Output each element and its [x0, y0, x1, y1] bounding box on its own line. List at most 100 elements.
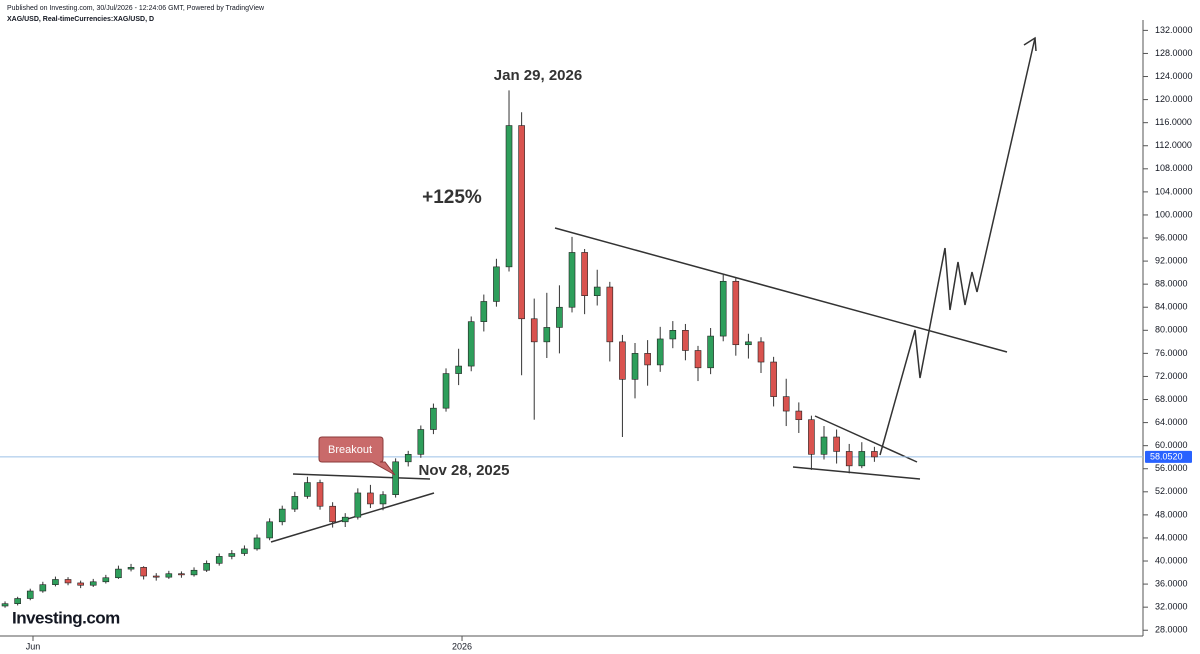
- candle-body: [392, 461, 399, 495]
- candle-body: [228, 553, 236, 557]
- candle-body: [14, 598, 21, 605]
- candle-body: [278, 508, 286, 523]
- candle-body: [39, 584, 47, 592]
- x-tick-label: 2026: [452, 641, 472, 651]
- candle-body: [493, 266, 500, 302]
- y-tick-label: 120.0000: [1155, 94, 1193, 104]
- candle-body: [52, 579, 59, 585]
- y-tick-label: 100.0000: [1155, 209, 1193, 219]
- candle-body: [530, 318, 538, 343]
- y-tick-label: 32.0000: [1155, 602, 1188, 612]
- candle-body: [140, 567, 147, 577]
- drawings: [270, 36, 1037, 543]
- trend-line: [814, 415, 918, 463]
- y-tick-label: 112.0000: [1155, 140, 1192, 150]
- published-note: Published on Investing.com, 30/Jul/2026 …: [7, 5, 265, 12]
- candle-body: [543, 327, 551, 343]
- y-tick-label: 40.0000: [1155, 555, 1188, 565]
- y-tick-label: 128.0000: [1155, 48, 1193, 58]
- candle-body: [656, 338, 664, 366]
- y-tick-label: 96.0000: [1155, 232, 1188, 242]
- candle-body: [417, 429, 425, 455]
- breakout-label: Breakout: [328, 444, 372, 456]
- candle-body: [127, 567, 135, 570]
- y-tick-label: 48.0000: [1155, 509, 1188, 519]
- y-tick-label: 76.0000: [1155, 348, 1188, 358]
- y-tick-label: 124.0000: [1155, 71, 1193, 81]
- candle-body: [1, 603, 9, 607]
- annotations: Jan 29, 2026 +125% Breakout Nov 28, 2025: [318, 67, 582, 479]
- candle-body: [606, 286, 614, 343]
- candle-body: [757, 341, 765, 363]
- y-tick-label: 84.0000: [1155, 302, 1188, 312]
- last-price-label: 58.0520: [1150, 451, 1183, 461]
- candle-body: [707, 335, 714, 369]
- candle-body: [682, 330, 689, 351]
- candle-body: [568, 252, 576, 308]
- candle-body: [379, 494, 387, 505]
- candle-body: [505, 125, 513, 268]
- y-tick-label: 64.0000: [1155, 417, 1188, 427]
- x-tick-label: Jun: [26, 641, 41, 651]
- y-tick-label: 108.0000: [1155, 163, 1193, 173]
- candle-body: [581, 252, 588, 297]
- candle-body: [518, 125, 525, 320]
- peak-label: Jan 29, 2026: [494, 67, 582, 84]
- logo: Investing.com: [12, 608, 120, 627]
- candle-body: [745, 341, 752, 346]
- candle-body: [89, 581, 97, 586]
- candle-body: [304, 482, 311, 497]
- candle-body: [203, 563, 210, 571]
- candle-body: [404, 454, 412, 463]
- trend-line: [292, 473, 431, 480]
- y-tick-label: 60.0000: [1155, 440, 1188, 450]
- candle-body: [241, 548, 248, 554]
- candle-body: [467, 321, 475, 367]
- arrow-head: [1023, 36, 1037, 52]
- y-tick-label: 56.0000: [1155, 463, 1188, 473]
- breakout-date-label: Nov 28, 2025: [419, 462, 510, 479]
- y-tick-label: 92.0000: [1155, 255, 1188, 265]
- y-tick-label: 52.0000: [1155, 486, 1188, 496]
- y-tick-label: 72.0000: [1155, 371, 1188, 381]
- last-price-box: [1145, 450, 1192, 463]
- candle-body: [593, 286, 601, 297]
- candle-body: [858, 451, 866, 467]
- candle-body: [152, 575, 160, 578]
- candle-body: [480, 301, 488, 322]
- candle-body: [795, 410, 803, 421]
- candle-body: [732, 280, 740, 346]
- y-tick-label: 88.0000: [1155, 279, 1188, 289]
- y-tick-label: 44.0000: [1155, 532, 1188, 542]
- candle-body: [115, 568, 122, 579]
- candle-body: [178, 573, 185, 576]
- y-tick-label: 116.0000: [1155, 117, 1192, 127]
- candle-body: [316, 482, 324, 507]
- candle-body: [770, 361, 777, 397]
- candle-body: [782, 396, 790, 412]
- candle-body: [26, 590, 34, 599]
- candle-body: [354, 492, 362, 518]
- candle-body: [367, 492, 374, 505]
- breakout-callout: [318, 436, 396, 476]
- plot: [0, 90, 1143, 608]
- trend-line: [792, 466, 921, 480]
- candle-body: [694, 350, 702, 369]
- candle-body: [77, 582, 84, 586]
- candle-body: [266, 521, 273, 539]
- symbol-label: XAG/USD, Real-timeCurrencies:XAG/USD, D: [7, 16, 154, 23]
- candle-body: [719, 280, 727, 337]
- candle-body: [165, 573, 173, 578]
- candle-body: [291, 496, 299, 510]
- candle-body: [430, 407, 437, 430]
- candle-body: [619, 341, 626, 380]
- y-tick-label: 28.0000: [1155, 625, 1188, 635]
- candle-body: [190, 569, 198, 576]
- candle-body: [871, 451, 878, 458]
- y-tick-label: 68.0000: [1155, 394, 1188, 404]
- candle-body: [808, 419, 815, 455]
- candle-body: [442, 373, 450, 409]
- trend-line: [554, 227, 1008, 353]
